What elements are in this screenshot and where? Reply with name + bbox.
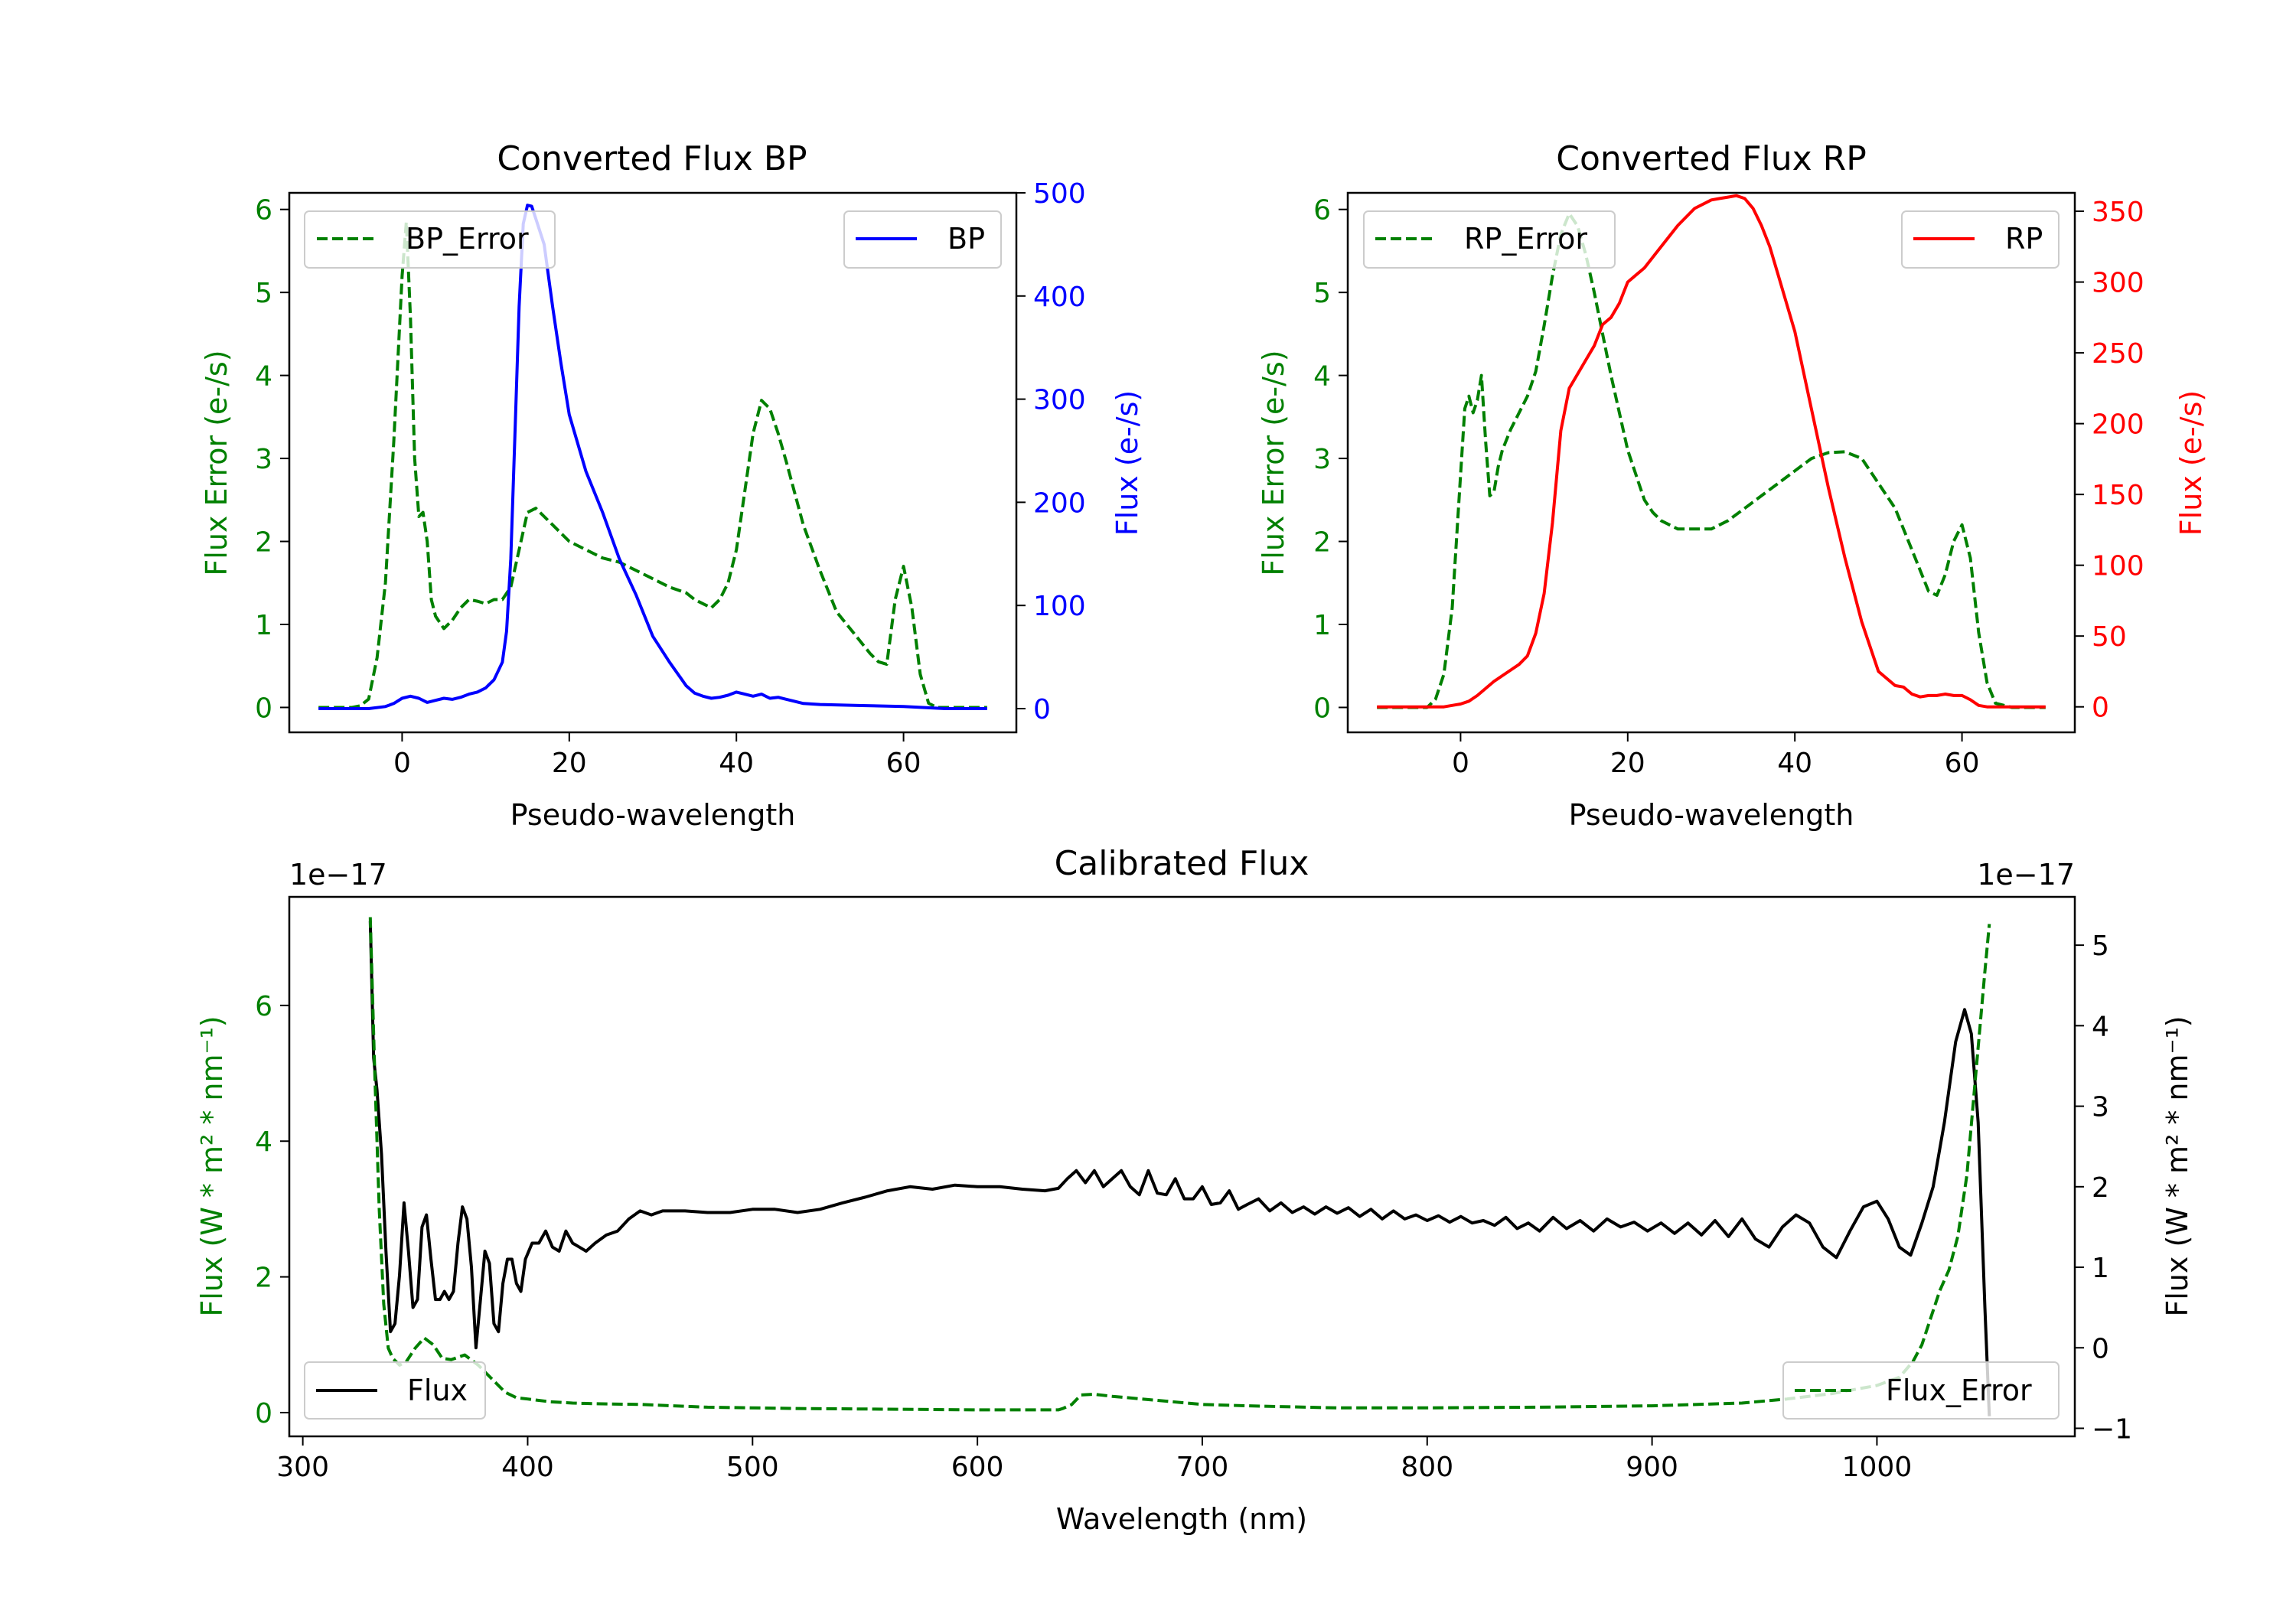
cal-x-tick-label-0: 300 — [276, 1452, 329, 1483]
bp-panel: Converted Flux BP 0 20 40 60012345601002003… — [200, 139, 1144, 832]
bp-y-left-tick-label-0: 0 — [255, 693, 272, 724]
cal-series-flux — [368, 921, 1991, 1416]
rp-x-tick-label-1: 20 — [1610, 748, 1645, 779]
cal-y-left-tick-label-1: 2 — [255, 1263, 272, 1294]
rp-legend-flux: RP — [1901, 210, 2060, 269]
rp-y-left-tick-label-1: 1 — [1313, 610, 1331, 641]
calibrated-panel: Calibrated Flux 1e−17 1e−17 300 400 500 600… — [195, 844, 2194, 1536]
rp-series-rp — [1377, 194, 2046, 709]
cal-x-tick-label-5: 800 — [1401, 1452, 1453, 1483]
bp-y-left-tick-label-4: 4 — [255, 361, 272, 393]
bp-left-axis-label: Flux Error (e-/s) — [200, 350, 233, 575]
rp-y-left-tick-label-5: 5 — [1313, 278, 1331, 309]
cal-y-right-tick-label-2: 1 — [2092, 1253, 2109, 1284]
bp-x-tick-label-2: 40 — [719, 748, 754, 779]
cal-y-right-tick-label-1: 0 — [2092, 1333, 2109, 1364]
calibrated-left-axis-label: Flux (W * m² * nm⁻¹) — [195, 1015, 229, 1316]
bp-series-bp-error — [318, 220, 987, 709]
rp-y-left-tick-label-6: 6 — [1313, 195, 1331, 227]
bp-y-right-tick-label-5: 500 — [1033, 178, 1086, 210]
calibrated-right-scale: 1e−17 — [1977, 858, 2075, 892]
bp-title: Converted Flux BP — [497, 139, 807, 178]
bp-y-left-tick-label-1: 1 — [255, 610, 272, 641]
calibrated-axes-frame — [288, 895, 2076, 1438]
rp-right-axis-label: Flux (e-/s) — [2174, 390, 2208, 536]
cal-y-right-tick-label-0: −1 — [2092, 1413, 2132, 1445]
rp-y-right-tick-label-2: 100 — [2092, 551, 2144, 582]
rp-y-left-tick-label-2: 2 — [1313, 527, 1331, 559]
rp-series-rp-error — [1377, 212, 2046, 709]
rp-y-right-tick-label-0: 0 — [2092, 693, 2109, 724]
bp-axes-frame — [288, 191, 1018, 734]
bp-x-tick-label-0: 0 — [393, 748, 411, 779]
cal-y-right-tick-label-6: 5 — [2092, 931, 2109, 962]
bp-x-tick-label-3: 60 — [886, 748, 921, 779]
rp-x-tick-label-0: 0 — [1452, 748, 1469, 779]
rp-legend-error-label: RP_Error — [1464, 222, 1587, 256]
bp-y-left-tick-label-3: 3 — [255, 444, 272, 475]
calibrated-plot-area: 300 400 500 600 700 800 900 1000 0 2 4 6 −1 0 1 2 3 4 5 — [255, 917, 2132, 1483]
bp-legend-error-label: BP_Error — [406, 222, 529, 256]
cal-y-left-tick-label-3: 6 — [255, 991, 272, 1022]
calibrated-legend-error: Flux_Error — [1782, 1361, 2060, 1420]
cal-x-tick-label-1: 400 — [501, 1452, 554, 1483]
bp-y-left-tick-label-5: 5 — [255, 278, 272, 309]
bp-y-left-tick-label-6: 6 — [255, 195, 272, 227]
calibrated-legend-flux: Flux — [304, 1361, 486, 1420]
rp-panel: Converted Flux RP 0 20 40 60012345605010015… — [1257, 139, 2208, 832]
calibrated-left-scale: 1e−17 — [289, 858, 387, 892]
bp-legend-flux-label: BP — [947, 222, 985, 256]
bp-y-right-tick-label-2: 200 — [1033, 487, 1086, 519]
cal-y-right-tick-label-4: 3 — [2092, 1092, 2109, 1123]
bp-y-right-tick-label-1: 100 — [1033, 591, 1086, 622]
cal-y-right-tick-label-3: 2 — [2092, 1172, 2109, 1204]
bp-y-right-tick-label-0: 0 — [1033, 694, 1051, 725]
calibrated-title: Calibrated Flux — [1055, 844, 1309, 883]
rp-y-right-tick-label-5: 250 — [2092, 338, 2144, 370]
cal-x-tick-label-6: 900 — [1626, 1452, 1678, 1483]
rp-x-axis-label: Pseudo-wavelength — [1569, 798, 1854, 832]
bp-legend-error: BP_Error — [304, 210, 556, 269]
rp-y-left-tick-label-4: 4 — [1313, 361, 1331, 393]
calibrated-legend-flux-label: Flux — [407, 1374, 468, 1407]
rp-legend-flux-label: RP — [2005, 222, 2043, 256]
rp-y-right-tick-label-3: 150 — [2092, 480, 2144, 511]
cal-x-tick-label-2: 500 — [726, 1452, 779, 1483]
rp-y-left-tick-label-0: 0 — [1313, 693, 1331, 724]
rp-x-tick-label-3: 60 — [1945, 748, 1980, 779]
cal-x-tick-label-7: 1000 — [1842, 1452, 1913, 1483]
bp-x-tick-label-1: 20 — [552, 748, 587, 779]
rp-legend-error: RP_Error — [1363, 210, 1616, 269]
cal-y-right-tick-label-5: 4 — [2092, 1011, 2109, 1042]
bp-y-right-tick-label-4: 400 — [1033, 282, 1086, 313]
rp-left-axis-label: Flux Error (e-/s) — [1257, 350, 1290, 575]
rp-y-right-tick-label-1: 50 — [2092, 621, 2127, 653]
cal-y-left-tick-label-2: 4 — [255, 1126, 272, 1158]
rp-title: Converted Flux RP — [1556, 139, 1867, 178]
cal-x-tick-label-3: 600 — [951, 1452, 1004, 1483]
bp-right-axis-label: Flux (e-/s) — [1110, 390, 1144, 536]
bp-y-left-tick-label-2: 2 — [255, 527, 272, 559]
rp-y-right-tick-label-4: 200 — [2092, 409, 2144, 441]
calibrated-x-axis-label: Wavelength (nm) — [1056, 1502, 1307, 1536]
cal-y-left-tick-label-0: 0 — [255, 1398, 272, 1429]
rp-x-tick-label-2: 40 — [1777, 748, 1812, 779]
bp-y-right-tick-label-3: 300 — [1033, 385, 1086, 416]
rp-axes-frame — [1346, 191, 2076, 734]
bp-series-bp — [318, 204, 987, 710]
rp-y-left-tick-label-3: 3 — [1313, 444, 1331, 475]
rp-y-right-tick-label-7: 350 — [2092, 197, 2144, 228]
rp-y-right-tick-label-6: 300 — [2092, 268, 2144, 299]
bp-x-axis-label: Pseudo-wavelength — [510, 798, 796, 832]
cal-x-tick-label-4: 700 — [1176, 1452, 1229, 1483]
calibrated-legend-error-label: Flux_Error — [1886, 1374, 2032, 1407]
bp-legend-flux: BP — [843, 210, 1002, 269]
calibrated-right-axis-label: Flux (W * m² * nm⁻¹) — [2161, 1015, 2194, 1316]
